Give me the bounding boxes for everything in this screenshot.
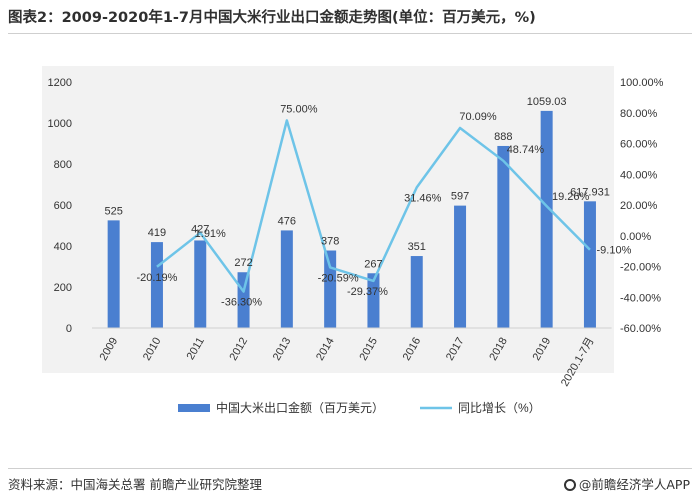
- growth-value-label: 31.46%: [404, 192, 442, 204]
- bar-2019: [540, 110, 553, 328]
- source-note: 资料来源：中国海关总署 前瞻产业研究院整理: [8, 477, 262, 492]
- brand-footer: @前瞻经济学人APP: [563, 474, 690, 493]
- growth-value-label: 70.09%: [459, 111, 497, 123]
- y-left-tick-label: 400: [54, 241, 72, 253]
- y-right-tick-label: -40.00%: [620, 292, 661, 304]
- bar-value-label: 476: [278, 215, 296, 227]
- footer-divider: [8, 468, 692, 469]
- chart-title: 图表2：2009-2020年1-7月中国大米行业出口金额走势图(单位：百万美元，…: [8, 10, 536, 26]
- bar-value-label: 267: [364, 258, 382, 270]
- y-right-tick-label: 40.00%: [620, 169, 658, 181]
- y-left-tick-label: 600: [54, 200, 72, 212]
- bar-value-label: 597: [451, 191, 469, 203]
- y-right-tick-label: 60.00%: [620, 139, 658, 151]
- y-right-tick-label: 0.00%: [620, 231, 651, 243]
- growth-value-label: -20.19%: [136, 272, 177, 284]
- bar-value-label: 1059.03: [527, 96, 567, 108]
- bar-2009: [107, 220, 120, 328]
- x-tick-label: 2013: [271, 336, 294, 363]
- growth-value-label: 1.91%: [195, 228, 226, 240]
- growth-value-label: -20.59%: [318, 272, 359, 284]
- brand-logo-icon: [563, 479, 576, 491]
- growth-value-label: -29.37%: [347, 286, 388, 298]
- bar-2010: [150, 242, 163, 328]
- y-left-tick-label: 1200: [48, 77, 72, 89]
- bar-2016: [410, 256, 423, 328]
- bar-value-label: 617.931: [570, 186, 610, 198]
- x-tick-label: 2010: [141, 336, 164, 363]
- legend-bar-swatch: [178, 404, 210, 412]
- bar-value-label: 427: [191, 223, 209, 235]
- growth-value-label: -36.30%: [221, 297, 262, 309]
- title-divider: [8, 33, 692, 34]
- y-right-tick-label: -60.00%: [620, 323, 661, 335]
- x-tick-label: 2011: [185, 336, 207, 362]
- y-right-tick-label: 20.00%: [620, 200, 658, 212]
- bar-value-label: 351: [408, 241, 426, 253]
- bar-value-label: 272: [234, 257, 252, 269]
- y-right-tick-label: 100.00%: [620, 77, 664, 89]
- x-tick-label: 2017: [444, 336, 467, 363]
- bar-2014: [324, 250, 337, 328]
- growth-value-label: 48.74%: [507, 144, 545, 156]
- bar-2011: [194, 240, 207, 328]
- bar-value-label: 419: [148, 227, 166, 239]
- y-left-tick-label: 800: [54, 159, 72, 171]
- y-left-tick-label: 0: [66, 323, 72, 335]
- x-tick-label: 2018: [487, 335, 510, 362]
- growth-value-label: -9.10%: [597, 245, 632, 257]
- x-tick-label: 2009: [98, 336, 121, 363]
- brand-label: @前瞻经济学人APP: [578, 477, 690, 492]
- bar-value-label: 888: [494, 131, 512, 143]
- y-right-tick-label: -20.00%: [620, 262, 661, 274]
- bar-2013: [280, 230, 293, 328]
- bar-2017: [454, 205, 467, 328]
- legend-line-label: 同比增长（%）: [458, 401, 541, 415]
- bar-2015: [367, 273, 380, 328]
- x-tick-label: 2012: [228, 336, 251, 363]
- y-right-tick-label: 80.00%: [620, 108, 658, 120]
- bar-value-label: 525: [104, 205, 122, 217]
- growth-line: [156, 119, 591, 293]
- growth-value-label: 19.26%: [552, 191, 590, 203]
- x-tick-label: 2019: [531, 336, 554, 363]
- legend-bar-label: 中国大米出口金额（百万美元）: [216, 400, 384, 415]
- bar-value-label: 378: [321, 236, 339, 248]
- bar-2018: [497, 145, 510, 328]
- bar-2020.1-7月: [583, 201, 596, 328]
- growth-value-label: 75.00%: [280, 103, 318, 115]
- x-tick-label: 2015: [357, 336, 380, 363]
- y-left-tick-label: 200: [54, 282, 72, 294]
- x-tick-label: 2020.1-7月: [559, 336, 597, 389]
- x-tick-label: 2016: [401, 336, 424, 363]
- y-left-tick-label: 1000: [48, 118, 72, 130]
- x-tick-label: 2014: [314, 336, 337, 363]
